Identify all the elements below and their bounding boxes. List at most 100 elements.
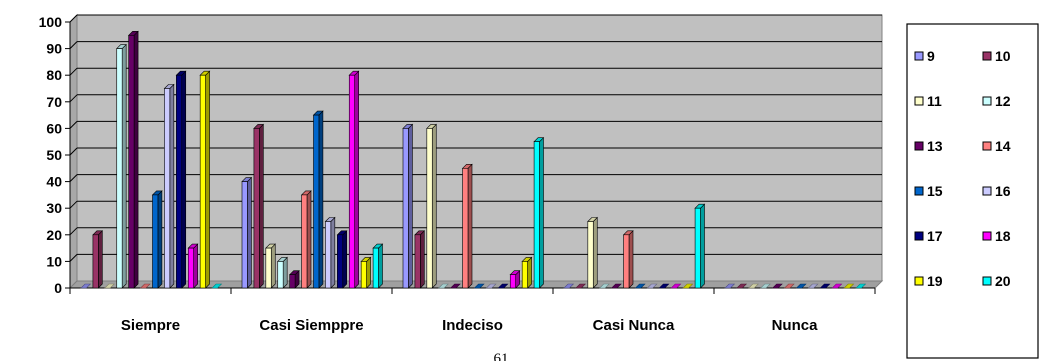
legend-item: 11 (914, 93, 942, 109)
x-category-label: Casi Siemppre (259, 317, 363, 334)
bar (843, 283, 855, 289)
bar-side (330, 216, 336, 289)
bar-flat (497, 283, 509, 289)
bar-front (277, 261, 284, 289)
gridline-side (69, 67, 78, 76)
bar-front (360, 261, 367, 289)
bar-front (348, 74, 355, 289)
bar-front (337, 234, 344, 289)
bar-flat (771, 283, 783, 289)
bar (622, 230, 634, 289)
bar-side (592, 216, 598, 289)
bar (587, 216, 598, 289)
bar (646, 283, 658, 289)
gridlines (69, 14, 882, 262)
legend-swatch (914, 186, 924, 196)
bar-side (193, 243, 198, 289)
bar (187, 243, 199, 289)
bar-front (289, 274, 296, 289)
bar (348, 70, 360, 289)
gridline-side (69, 121, 78, 129)
bar-side (354, 70, 359, 289)
bar (175, 70, 187, 289)
bar-side (378, 243, 383, 289)
bar-flat (855, 283, 867, 289)
legend-swatch (914, 96, 924, 106)
legend-item: 17 (914, 228, 943, 244)
legend-swatch (982, 231, 992, 241)
bar-side (282, 256, 288, 289)
x-category-label: Casi Nunca (593, 317, 675, 334)
legend-item: 16 (982, 183, 1011, 199)
bar-flat (646, 283, 658, 289)
legend-box (906, 23, 1039, 359)
bar-front (426, 128, 433, 289)
bar (658, 283, 670, 289)
bar-flat (104, 283, 115, 289)
bar (748, 283, 759, 289)
bar (80, 283, 92, 289)
legend-label: 17 (927, 228, 943, 244)
legend-item: 10 (982, 48, 1011, 64)
y-tick-label: 10 (46, 253, 62, 269)
bar (771, 283, 783, 289)
legend-label: 13 (927, 138, 943, 154)
bar (92, 230, 104, 289)
bar (312, 110, 324, 289)
bar-flat (783, 283, 795, 289)
bar (265, 243, 276, 289)
bar-front (176, 74, 183, 289)
bar-flat (473, 283, 485, 289)
bar (360, 256, 372, 289)
bar (288, 269, 300, 289)
bar-flat (634, 283, 646, 289)
bar-side (700, 203, 705, 289)
bar-front (152, 194, 159, 289)
bar-front (313, 114, 320, 289)
legend-swatch (982, 141, 992, 151)
bar (473, 283, 485, 289)
bar-flat (599, 283, 610, 289)
page-number: 61 (494, 351, 509, 361)
y-tick-label: 30 (46, 200, 62, 216)
bar (599, 283, 610, 289)
legend-label: 18 (995, 228, 1011, 244)
bar (127, 30, 139, 289)
bar (426, 123, 437, 289)
y-tick-label: 50 (46, 147, 62, 163)
bar (783, 283, 795, 289)
legend-swatch (914, 231, 924, 241)
bar (104, 283, 115, 289)
bar-flat (736, 283, 748, 289)
bar-front (301, 194, 308, 289)
legend-swatch (982, 276, 992, 286)
bar (199, 70, 211, 289)
bars (80, 30, 867, 289)
legend-label: 9 (927, 48, 935, 64)
bar-front (187, 247, 194, 289)
bar-front (265, 247, 272, 289)
bar-side (318, 110, 324, 289)
legend-swatch (982, 96, 992, 106)
bar-side (133, 30, 139, 289)
legend-swatch (914, 276, 924, 286)
y-tick-label: 70 (46, 94, 62, 110)
bar (461, 163, 473, 289)
bar-flat (831, 283, 843, 289)
legend-item: 13 (914, 138, 943, 154)
bar-side (181, 70, 187, 289)
bar-flat (449, 283, 461, 289)
bar-flat (575, 283, 587, 289)
gridline-side (69, 14, 78, 23)
bar (521, 256, 533, 289)
bar (795, 283, 807, 289)
bar (736, 283, 748, 289)
bar-front (372, 247, 379, 289)
bar-front (92, 234, 99, 289)
bar (151, 190, 163, 289)
bar (300, 190, 312, 289)
x-category-label: Indeciso (442, 317, 503, 334)
legend-label: 19 (927, 273, 943, 289)
y-tick-label: 20 (46, 227, 62, 243)
